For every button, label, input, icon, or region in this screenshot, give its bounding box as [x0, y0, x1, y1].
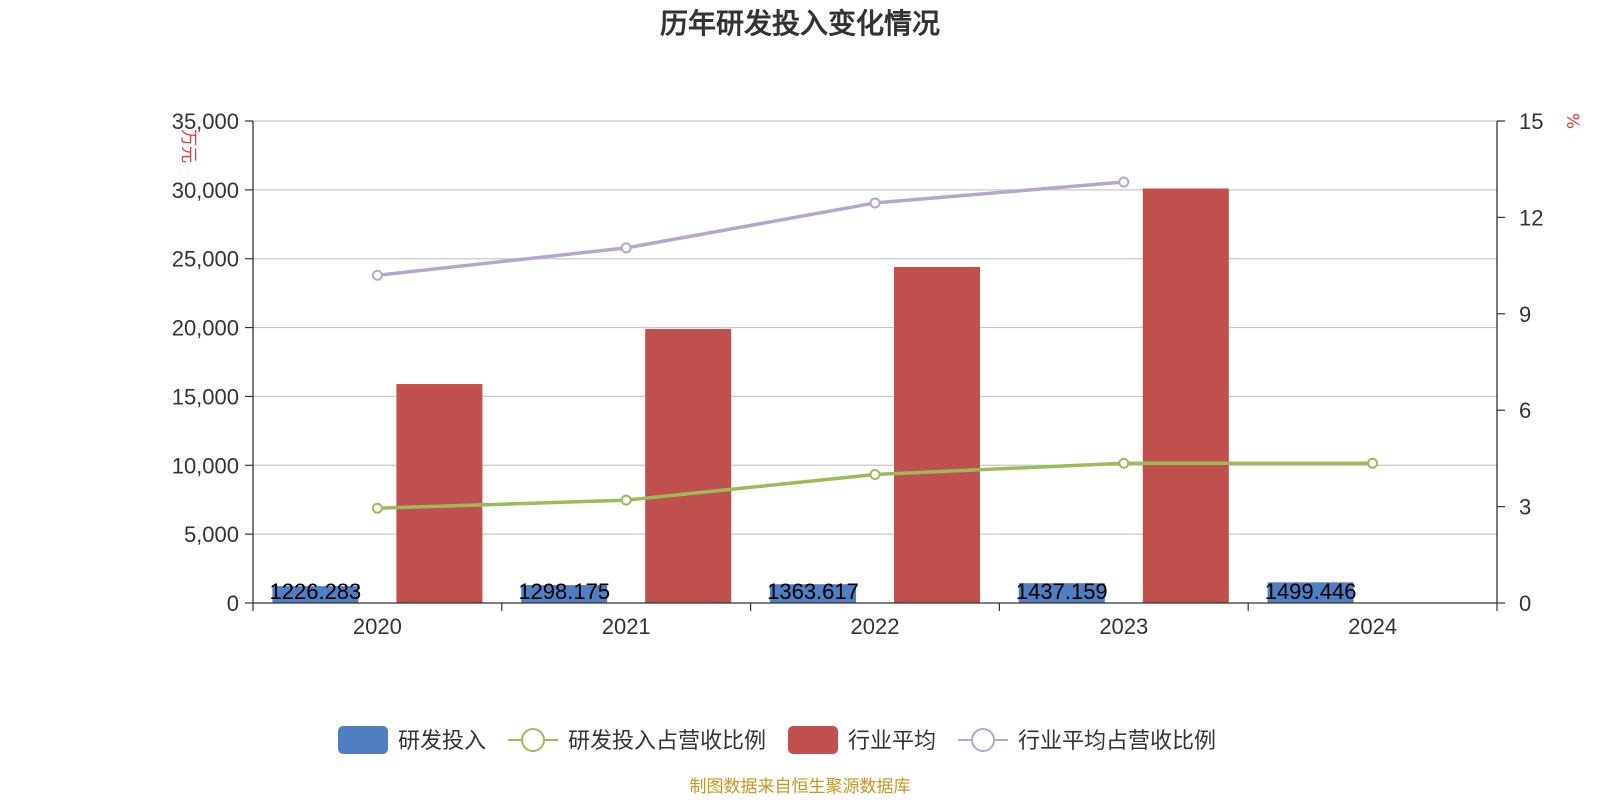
right-axis-tick-label: 9	[1519, 302, 1531, 327]
axes: 0 5,000 10,000 15,000 20,000 25,000 30,000 35,0…	[172, 109, 1582, 639]
left-axis-unit: 万元	[178, 129, 198, 163]
left-axis-tick-label: 35,000	[172, 109, 239, 134]
line-3	[377, 180, 1124, 277]
left-axis-tick-label: 20,000	[172, 316, 239, 341]
line-point	[869, 468, 881, 480]
left-axis-tick-label: 5,000	[184, 522, 239, 547]
line-point	[1367, 457, 1379, 469]
bar-rd-investment	[1018, 583, 1105, 603]
bar-rd-investment	[521, 585, 608, 603]
legend-swatch-bar	[338, 726, 388, 754]
bar-data-label: 1226.283	[270, 579, 362, 604]
bar-industry-average	[1142, 188, 1229, 604]
bar-data-label: 1363.617	[767, 579, 859, 604]
left-axis-tick-label: 25,000	[172, 247, 239, 272]
right-axis-unit: %	[1562, 113, 1582, 129]
right-axis-tick-label: 0	[1519, 591, 1531, 616]
x-axis-tick-label: 2023	[1099, 614, 1148, 639]
legend-swatch-bar	[788, 726, 839, 754]
line-point	[371, 269, 383, 281]
line-point	[620, 494, 632, 506]
right-axis-tick-label: 12	[1519, 205, 1543, 230]
legend-label: 研发投入	[398, 729, 486, 754]
line-point	[1118, 176, 1130, 188]
bar-rd-investment	[1267, 582, 1354, 603]
line-point	[620, 242, 632, 254]
legend-label: 行业平均占营收比例	[1018, 729, 1216, 754]
source-note: 制图数据来自恒生聚源数据库	[690, 777, 911, 797]
bar-series	[272, 188, 1354, 604]
bar-industry-average	[396, 384, 483, 603]
line-point	[869, 197, 881, 209]
right-axis-tick-label: 15	[1519, 109, 1543, 134]
legend-swatch-marker	[521, 728, 546, 752]
bar-industry-average	[645, 328, 732, 603]
right-axis-tick-label: 3	[1519, 495, 1531, 520]
x-axis-tick-label: 2020	[353, 614, 402, 639]
data-labels: 1226.283 1298.175 1363.617 1437.159 1499.446	[270, 579, 1357, 604]
left-axis-tick-label: 0	[227, 591, 239, 616]
bar-rd-investment	[272, 586, 359, 603]
x-axis-tick-label: 2021	[602, 614, 651, 639]
legend-swatch-marker	[971, 728, 996, 752]
legend-label: 行业平均	[848, 729, 936, 754]
line-point	[371, 502, 383, 514]
left-axis-tick-label: 10,000	[172, 453, 239, 478]
legend-label: 研发投入占营收比例	[568, 729, 766, 754]
bar-rd-investment	[770, 584, 856, 603]
line-point	[1118, 457, 1130, 469]
legend: 研发投入 研发投入占营收比例 行业平均 行业平均占营收比例	[338, 726, 1216, 754]
right-axis-tick-label: 6	[1519, 398, 1531, 423]
bar-data-label: 1298.175	[518, 579, 610, 604]
bar-industry-average	[894, 266, 980, 603]
x-axis-tick-label: 2024	[1348, 614, 1397, 639]
left-axis-tick-label: 30,000	[172, 178, 239, 203]
bar-data-label: 1499.446	[1265, 579, 1357, 604]
x-axis-tick-label: 2022	[851, 614, 900, 639]
left-axis-tick-label: 15,000	[172, 384, 239, 409]
chart-title: 历年研发投入变化情况	[660, 7, 940, 40]
bar-data-label: 1437.159	[1016, 579, 1108, 604]
line-series	[371, 176, 1379, 514]
